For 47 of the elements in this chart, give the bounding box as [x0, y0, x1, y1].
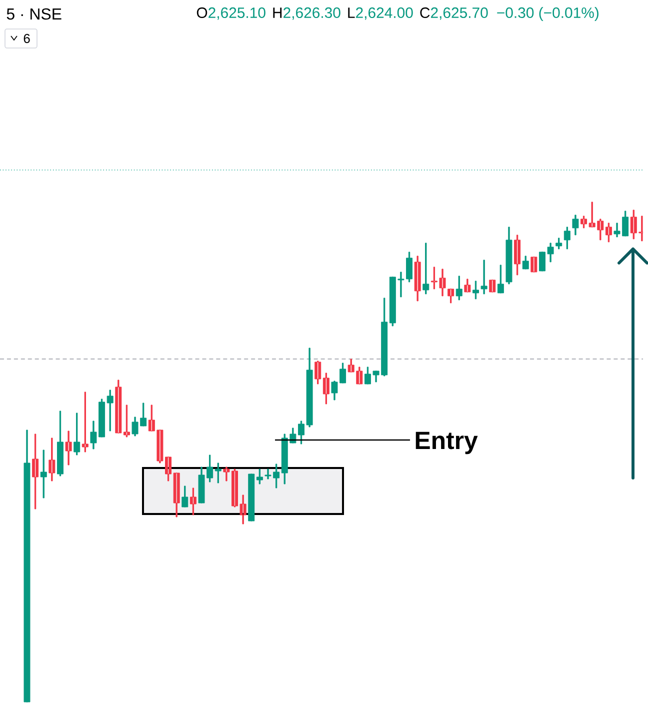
candlestick [580, 216, 587, 228]
candlestick [488, 280, 496, 292]
text: −0.30 (−0.01%) [496, 7, 598, 21]
candlestick [564, 226, 570, 250]
candlestick [48, 438, 55, 482]
candlestick [190, 488, 196, 516]
candlestick [90, 420, 96, 450]
candlestick [256, 468, 263, 484]
candlestick [173, 472, 180, 518]
candlestick [181, 486, 188, 508]
candlestick [572, 214, 578, 236]
candlestick [322, 372, 330, 404]
text: H [272, 8, 282, 18]
candlestick [456, 276, 462, 300]
text: 2,626.30 [283, 7, 340, 20]
annotation: Entry [416, 432, 478, 454]
candlestick [314, 360, 321, 384]
candlestick [514, 234, 520, 276]
candlestick [123, 404, 130, 438]
candlestick [106, 390, 114, 432]
text: 2,624.00 [356, 7, 413, 20]
candlestick [214, 462, 222, 484]
candlestick [222, 466, 230, 482]
candlestick [530, 256, 537, 272]
candlestick [40, 450, 47, 498]
text: 2,625.70 [430, 7, 488, 20]
candlestick [264, 468, 271, 480]
candlestick [32, 434, 38, 510]
candlestick [65, 430, 72, 466]
chart-title: 5 · NSE [6, 8, 62, 20]
candlestick [464, 278, 470, 292]
text: O [196, 7, 207, 18]
text: C [420, 7, 430, 18]
candlestick [82, 392, 88, 452]
candlestick [480, 260, 488, 294]
text: 6 [24, 34, 30, 44]
text: 2,625.10 [208, 7, 266, 20]
candlestick [73, 412, 80, 456]
candlestick [605, 222, 612, 242]
text: L [348, 8, 355, 18]
candlestick [555, 238, 562, 250]
candlestick [422, 242, 429, 294]
candlestick [114, 380, 122, 434]
candlestick [330, 380, 338, 400]
candlestick [472, 280, 479, 300]
candlestick [414, 256, 421, 302]
candlestick [447, 288, 454, 304]
